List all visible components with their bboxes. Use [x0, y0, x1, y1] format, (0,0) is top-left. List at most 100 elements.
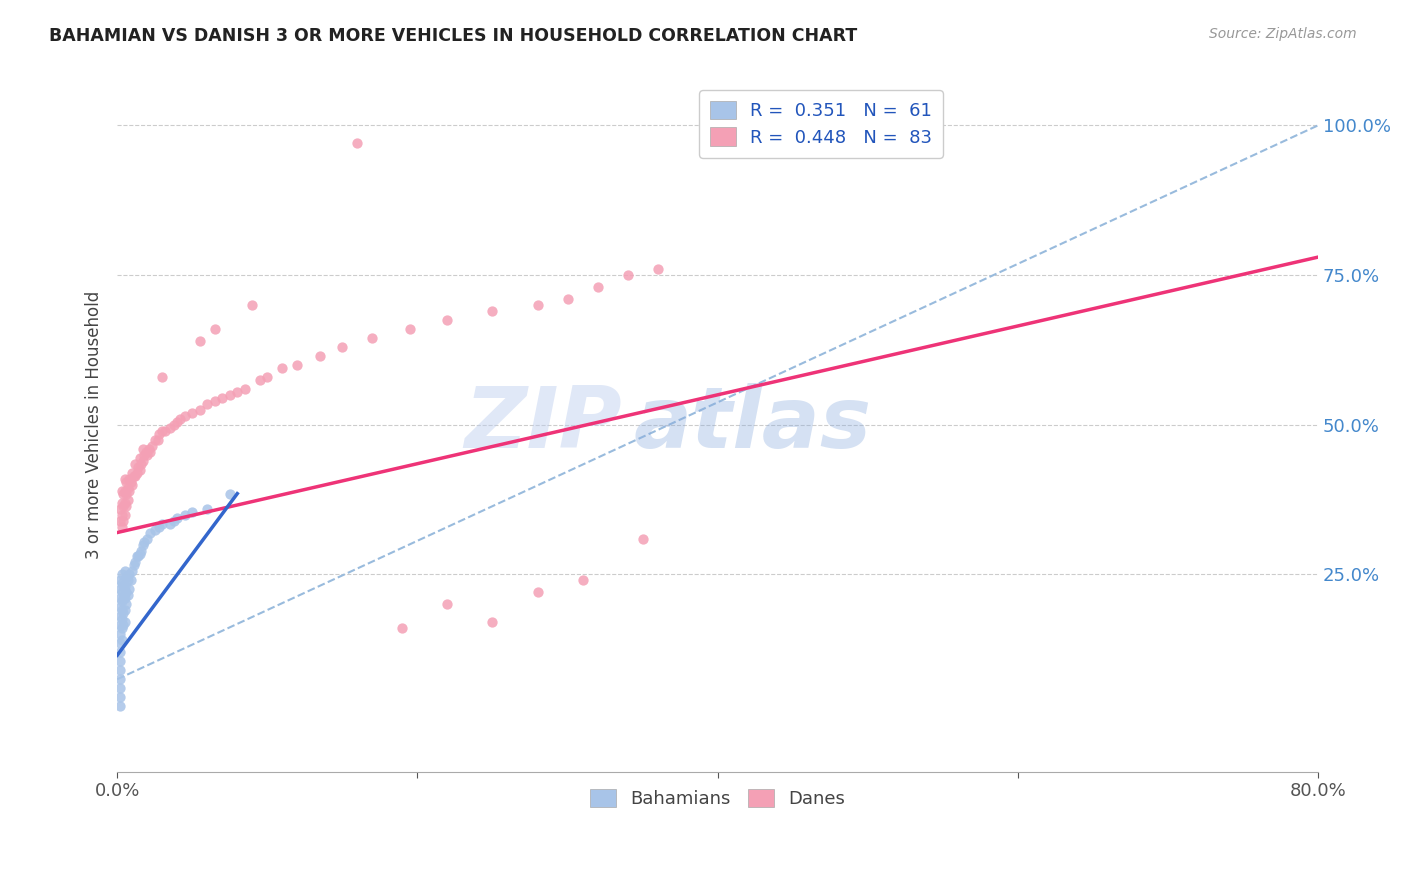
Point	[120, 475, 142, 489]
Point	[111, 576, 134, 591]
Point	[111, 495, 134, 509]
Point	[115, 499, 138, 513]
Point	[188, 402, 211, 417]
Point	[114, 579, 136, 593]
Point	[481, 304, 503, 318]
Point	[114, 508, 136, 522]
Point	[125, 549, 148, 564]
Point	[115, 585, 138, 599]
Text: ZIP: ZIP	[464, 384, 621, 467]
Point	[118, 472, 141, 486]
Point	[124, 556, 146, 570]
Point	[114, 565, 136, 579]
Point	[108, 645, 131, 659]
Point	[108, 600, 131, 615]
Point	[143, 523, 166, 537]
Point	[111, 519, 134, 533]
Point	[108, 627, 131, 641]
Point	[647, 262, 669, 277]
Point	[108, 609, 131, 624]
Point	[111, 483, 134, 498]
Point	[134, 448, 156, 462]
Point	[218, 486, 240, 500]
Point	[121, 466, 143, 480]
Point	[112, 607, 135, 621]
Point	[111, 567, 134, 582]
Point	[163, 514, 186, 528]
Point	[117, 492, 139, 507]
Point	[159, 516, 181, 531]
Point	[122, 468, 145, 483]
Point	[117, 481, 139, 495]
Point	[111, 621, 134, 635]
Point	[166, 510, 188, 524]
Point	[143, 433, 166, 447]
Point	[117, 589, 139, 603]
Point	[115, 598, 138, 612]
Point	[150, 369, 173, 384]
Point	[117, 574, 139, 588]
Point	[391, 621, 413, 635]
Point	[128, 547, 150, 561]
Point	[332, 340, 354, 354]
Point	[108, 618, 131, 632]
Point	[173, 508, 195, 522]
Point	[249, 373, 271, 387]
Point	[118, 483, 141, 498]
Point	[173, 409, 195, 423]
Point	[128, 463, 150, 477]
Point	[111, 508, 134, 522]
Point	[308, 349, 330, 363]
Point	[139, 525, 162, 540]
Point	[115, 475, 138, 489]
Point	[616, 268, 638, 282]
Text: atlas: atlas	[634, 384, 872, 467]
Point	[195, 501, 218, 516]
Point	[436, 598, 458, 612]
Point	[114, 615, 136, 630]
Point	[108, 663, 131, 677]
Point	[169, 411, 191, 425]
Point	[111, 585, 134, 599]
Point	[271, 360, 294, 375]
Point	[115, 486, 138, 500]
Point	[114, 603, 136, 617]
Point	[112, 514, 135, 528]
Point	[136, 448, 159, 462]
Point	[127, 549, 149, 564]
Point	[586, 280, 609, 294]
Point	[132, 453, 155, 467]
Point	[111, 594, 134, 608]
Point	[557, 292, 579, 306]
Point	[148, 519, 170, 533]
Y-axis label: 3 or more Vehicles in Household: 3 or more Vehicles in Household	[86, 291, 103, 559]
Point	[114, 495, 136, 509]
Point	[108, 699, 131, 714]
Point	[150, 516, 173, 531]
Point	[226, 384, 249, 399]
Point	[159, 421, 181, 435]
Point	[163, 417, 186, 432]
Point	[166, 415, 188, 429]
Point	[436, 313, 458, 327]
Point	[108, 672, 131, 686]
Point	[361, 331, 384, 345]
Point	[128, 450, 150, 465]
Point	[155, 424, 177, 438]
Point	[108, 636, 131, 650]
Point	[135, 444, 157, 458]
Point	[121, 477, 143, 491]
Point	[256, 369, 278, 384]
Point	[112, 591, 135, 606]
Point	[141, 439, 163, 453]
Point	[181, 406, 204, 420]
Point	[125, 466, 148, 480]
Point	[132, 537, 155, 551]
Point	[112, 579, 135, 593]
Point	[114, 483, 136, 498]
Point	[399, 322, 422, 336]
Point	[481, 615, 503, 630]
Point	[108, 574, 131, 588]
Point	[188, 334, 211, 348]
Point	[181, 505, 204, 519]
